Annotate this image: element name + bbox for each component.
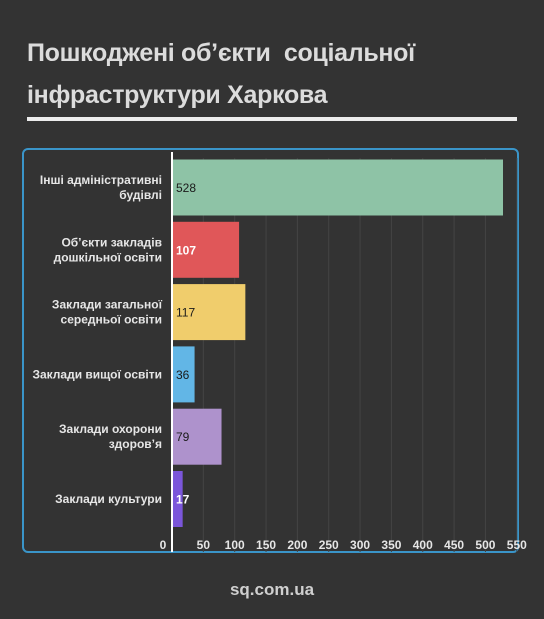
bar: [172, 408, 222, 465]
grid-lines: [202, 158, 518, 552]
chart-title: Пошкоджені об’єкти соціальної інфраструк…: [27, 32, 527, 116]
bars: [172, 159, 503, 527]
x-tick-label: 300: [350, 538, 370, 552]
category-label: Заклади культури: [55, 492, 162, 506]
value-label: 117: [176, 306, 195, 320]
category-label: Заклади вищої освіти: [32, 367, 162, 381]
chart-title-line-1: Пошкоджені об’єкти соціальної: [27, 39, 415, 67]
chart-title-line-2: інфраструктури Харкова: [27, 81, 328, 109]
x-tick-label: 550: [507, 538, 527, 552]
x-tick-label: 0: [160, 538, 167, 552]
x-axis-tick-labels: 0 50 100 150 200 250 300 350 400 450 500 550: [160, 538, 527, 552]
x-tick-label: 450: [444, 538, 464, 552]
x-tick-label: 50: [197, 538, 211, 552]
x-tick-label: 250: [319, 538, 339, 552]
source-footer: sq.com.ua: [229, 580, 315, 599]
value-labels: 528 107 117 36 79 17: [176, 181, 196, 507]
chart-frame: [22, 148, 519, 553]
x-tick-label: 200: [287, 538, 307, 552]
category-label: Заклади загальної середньої освіти: [52, 298, 163, 327]
title-underline: [27, 117, 517, 121]
bar: [172, 346, 195, 403]
category-label: Заклади охорони здоров’я: [59, 422, 162, 451]
value-label: 528: [176, 181, 196, 195]
bar: [172, 284, 246, 341]
bar: [172, 471, 183, 527]
value-label: 36: [176, 368, 190, 382]
x-tick-label: 350: [381, 538, 401, 552]
bar: [172, 159, 503, 216]
category-label: Об’єкти закладів дошкільної освіти: [54, 235, 162, 264]
value-label: 107: [176, 243, 196, 257]
x-tick-label: 150: [256, 538, 276, 552]
value-label: 17: [176, 493, 190, 507]
bar: [172, 221, 240, 278]
x-tick-label: 400: [413, 538, 433, 552]
category-labels: Інші адміністративні будівлі Об’єкти закла…: [32, 173, 162, 506]
category-label: Інші адміністративні будівлі: [40, 173, 162, 202]
value-label: 79: [176, 430, 190, 444]
x-tick-label: 500: [475, 538, 495, 552]
x-tick-label: 100: [225, 538, 245, 552]
